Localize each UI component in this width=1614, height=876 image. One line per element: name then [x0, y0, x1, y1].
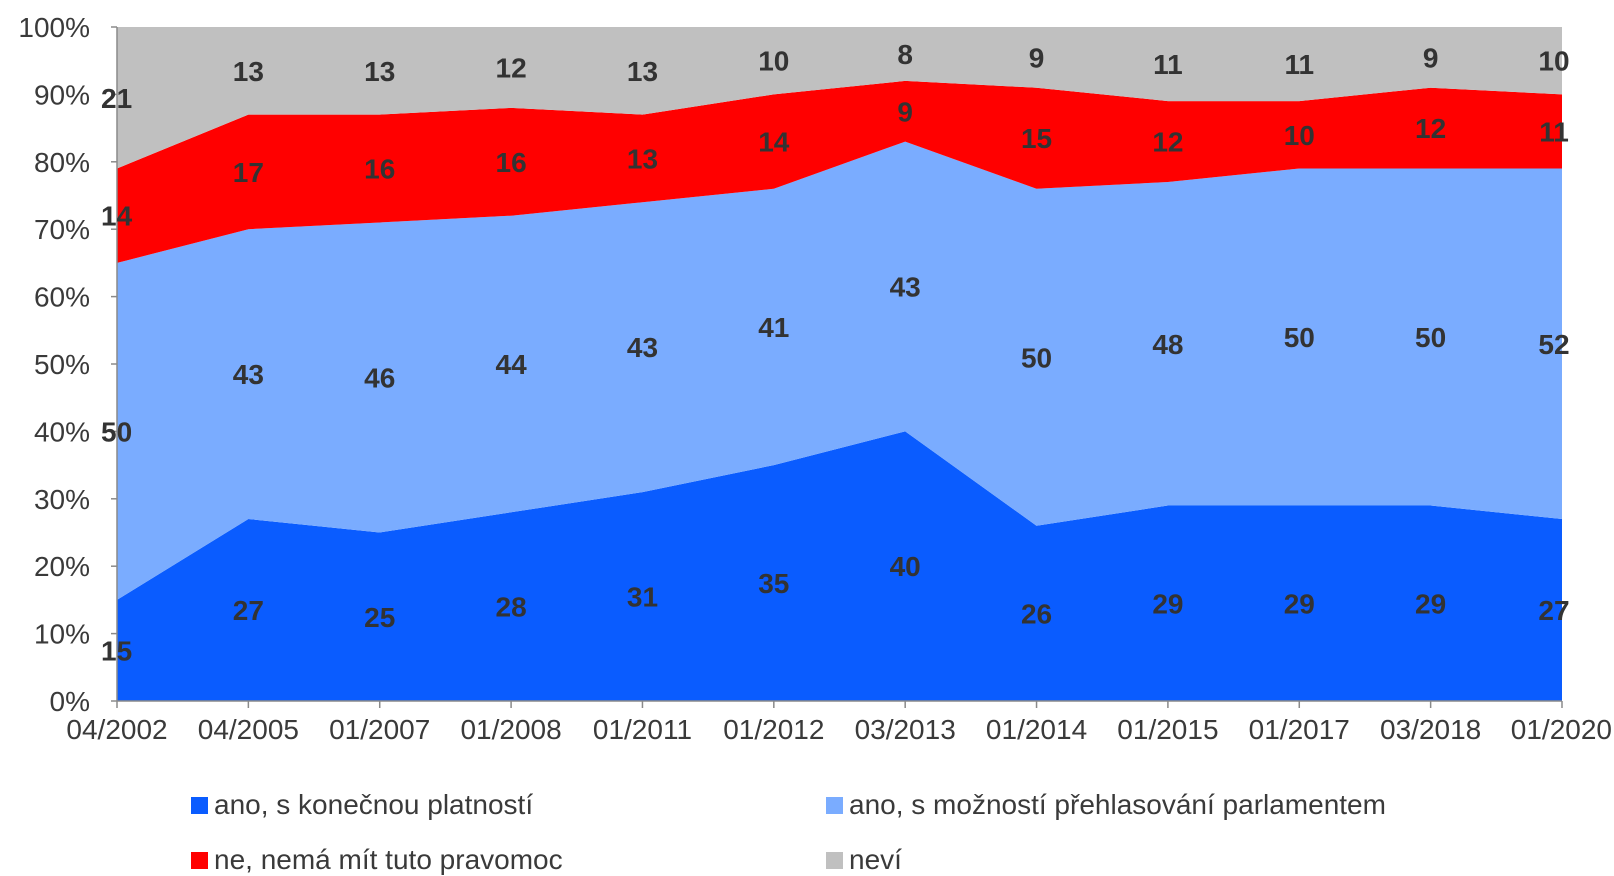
legend-item-nevi: neví: [826, 844, 902, 876]
data-label: 40: [890, 551, 921, 582]
y-tick-label: 40%: [34, 416, 90, 447]
x-tick-label: 01/2020: [1511, 714, 1612, 745]
data-label: 21: [101, 83, 132, 114]
data-label: 13: [627, 143, 658, 174]
y-tick-label: 0%: [50, 686, 90, 717]
data-label: 12: [1152, 127, 1183, 158]
data-label: 13: [627, 56, 658, 87]
area-series-4: [117, 27, 1562, 169]
legend-label: ne, nemá mít tuto pravomoc: [214, 844, 563, 875]
data-label: 11: [1539, 116, 1569, 147]
data-label: 8: [897, 39, 913, 70]
data-label: 52: [1538, 329, 1569, 360]
legend-swatch-gray: [826, 851, 843, 869]
data-label: 50: [101, 416, 132, 447]
data-label: 35: [758, 568, 789, 599]
legend-swatch-dark-blue: [191, 796, 208, 814]
y-tick-label: 50%: [34, 349, 90, 380]
data-label: 9: [897, 96, 913, 127]
legend-label: ano, s možností přehlasování parlamentem: [849, 789, 1386, 820]
legend-label: ano, s konečnou platností: [214, 789, 534, 820]
data-label: 43: [890, 271, 921, 302]
data-label: 28: [496, 592, 527, 623]
y-tick-label: 30%: [34, 484, 90, 515]
x-tick-label: 01/2008: [460, 714, 561, 745]
y-tick-label: 80%: [34, 147, 90, 178]
data-label: 17: [233, 157, 264, 188]
y-tick-label: 90%: [34, 79, 90, 110]
data-label: 44: [496, 349, 528, 380]
data-label: 12: [496, 52, 527, 83]
data-label: 50: [1415, 322, 1446, 353]
area-series-3: [117, 80, 1562, 263]
data-label: 48: [1152, 329, 1183, 360]
y-tick-label: 100%: [18, 12, 90, 43]
data-label: 26: [1021, 598, 1052, 629]
data-label: 13: [364, 56, 395, 87]
legend-item-ano-s-moznosti: ano, s možností přehlasování parlamentem: [826, 789, 1386, 821]
x-tick-label: 01/2012: [723, 714, 824, 745]
y-tick-label: 10%: [34, 619, 90, 650]
legend-swatch-red: [191, 851, 208, 869]
data-label: 27: [1538, 595, 1569, 626]
data-label: 46: [364, 362, 395, 393]
legend-item-ano-s-konecnou: ano, s konečnou platností: [191, 789, 533, 821]
data-label: 9: [1029, 42, 1045, 73]
data-label: 31: [627, 582, 658, 613]
data-label: 25: [364, 602, 395, 633]
data-label: 11: [1284, 49, 1314, 80]
data-label: 14: [758, 127, 790, 158]
data-label: 29: [1415, 588, 1446, 619]
x-tick-label: 04/2005: [198, 714, 299, 745]
data-label: 10: [1284, 120, 1315, 151]
x-tick-label: 01/2015: [1117, 714, 1218, 745]
x-tick-label: 01/2007: [329, 714, 430, 745]
area-series-2: [117, 141, 1562, 600]
area-series-1: [117, 431, 1562, 701]
data-label: 16: [496, 147, 527, 178]
data-label: 50: [1021, 342, 1052, 373]
x-tick-label: 01/2014: [986, 714, 1087, 745]
data-label: 9: [1423, 42, 1439, 73]
data-label: 29: [1152, 588, 1183, 619]
x-tick-label: 04/2002: [66, 714, 167, 745]
data-label: 41: [758, 312, 789, 343]
legend-label: neví: [849, 844, 902, 875]
data-label: 13: [233, 56, 264, 87]
y-tick-label: 20%: [34, 551, 90, 582]
data-label: 12: [1415, 113, 1446, 144]
data-label: 10: [1538, 46, 1569, 77]
y-tick-label: 70%: [34, 214, 90, 245]
legend-item-ne: ne, nemá mít tuto pravomoc: [191, 844, 563, 876]
x-tick-label: 01/2017: [1249, 714, 1350, 745]
y-tick-label: 60%: [34, 282, 90, 313]
data-label: 14: [101, 201, 133, 232]
x-tick-label: 03/2013: [855, 714, 956, 745]
legend-swatch-light-blue: [826, 796, 843, 814]
data-label: 50: [1284, 322, 1315, 353]
data-label: 11: [1153, 49, 1183, 80]
x-tick-label: 03/2018: [1380, 714, 1481, 745]
data-label: 27: [233, 595, 264, 626]
data-label: 15: [101, 635, 132, 666]
x-tick-label: 01/2011: [593, 714, 692, 745]
data-label: 10: [758, 46, 789, 77]
data-label: 16: [364, 154, 395, 185]
data-label: 29: [1284, 588, 1315, 619]
data-label: 43: [233, 359, 264, 390]
data-label: 15: [1021, 123, 1052, 154]
data-label: 43: [627, 332, 658, 363]
